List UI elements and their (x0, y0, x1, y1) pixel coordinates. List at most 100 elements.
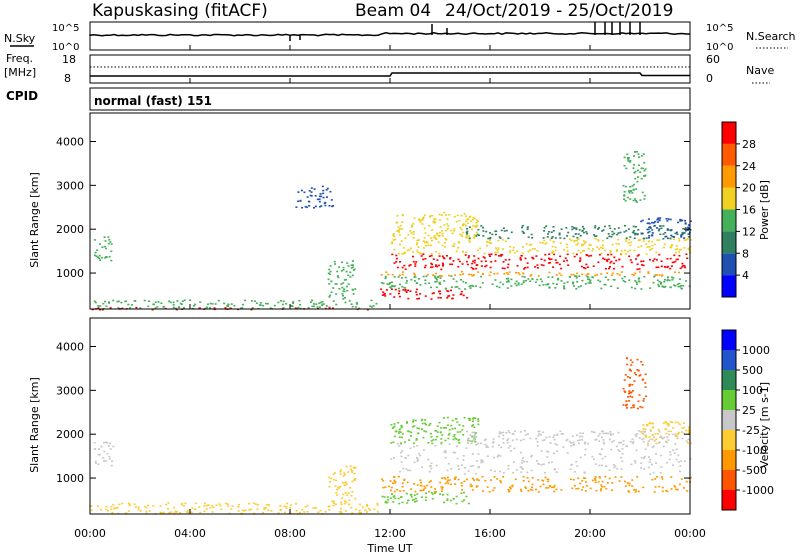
data-cell (319, 193, 322, 195)
data-cell (604, 432, 607, 434)
data-cell (530, 273, 533, 276)
data-cell (507, 237, 510, 240)
velocity-colorbar-segment (722, 450, 736, 470)
data-cell (628, 491, 631, 493)
data-cell (393, 285, 396, 288)
data-cell (424, 487, 427, 489)
data-cell (392, 441, 395, 443)
data-cell (523, 429, 526, 432)
data-cell (552, 486, 555, 489)
y-tick-label: 4000 (56, 136, 84, 149)
data-cell (660, 260, 663, 262)
data-cell (499, 470, 501, 473)
data-cell (424, 282, 427, 285)
data-cell (509, 249, 512, 252)
data-cell (632, 183, 635, 186)
data-cell (643, 161, 646, 164)
data-cell (493, 470, 496, 473)
data-cell (623, 390, 626, 392)
data-cell (616, 287, 619, 289)
data-cell (394, 430, 397, 433)
data-cell (332, 478, 335, 481)
data-cell (598, 476, 601, 479)
data-cell (399, 243, 402, 246)
data-cell (430, 462, 433, 465)
data-cell (571, 228, 574, 231)
data-cell (307, 200, 310, 203)
data-cell (620, 271, 623, 273)
data-cell (341, 286, 344, 289)
data-cell (608, 477, 611, 480)
data-cell (434, 438, 437, 441)
data-cell (432, 236, 435, 239)
data-cell (666, 436, 669, 438)
data-cell (354, 478, 356, 481)
data-cell (615, 259, 618, 262)
data-cell (628, 482, 631, 485)
data-cell (616, 249, 618, 251)
data-cell (637, 176, 640, 178)
data-cell (488, 491, 491, 493)
data-cell (102, 442, 105, 444)
data-cell (617, 449, 620, 451)
data-cell (639, 406, 642, 408)
data-cell (340, 270, 343, 272)
data-cell (666, 279, 669, 282)
data-cell (607, 432, 609, 435)
data-cell (579, 235, 582, 237)
data-cell (648, 436, 651, 438)
data-cell (352, 466, 355, 469)
data-cell (621, 447, 624, 450)
data-cell (322, 196, 325, 199)
data-cell (407, 297, 410, 300)
data-cell (454, 478, 457, 480)
data-cell (318, 306, 321, 308)
data-cell (593, 431, 596, 434)
data-cell (241, 509, 244, 512)
data-cell (459, 227, 462, 229)
data-cell (460, 482, 463, 484)
data-cell (454, 286, 457, 288)
data-cell (540, 463, 543, 466)
data-cell (683, 432, 685, 435)
data-cell (456, 214, 459, 217)
data-cell (328, 273, 331, 275)
data-cell (647, 442, 649, 445)
data-cell (558, 263, 561, 266)
data-cell (570, 273, 573, 276)
nave-right-tick-bottom: 0 (706, 72, 713, 85)
data-cell (581, 229, 584, 232)
data-cell (631, 231, 634, 234)
data-cell (461, 235, 464, 238)
data-cell (206, 306, 208, 309)
data-cell (319, 509, 322, 512)
data-cell (607, 258, 610, 261)
data-cell (680, 478, 683, 480)
data-cell (453, 230, 456, 232)
data-cell (399, 283, 401, 286)
data-cell (465, 233, 468, 235)
data-cell (610, 285, 613, 288)
data-cell (508, 271, 511, 273)
data-cell (297, 191, 300, 193)
data-cell (472, 418, 475, 420)
data-cell (431, 292, 434, 295)
data-cell (530, 233, 533, 236)
data-cell (205, 504, 208, 507)
data-cell (582, 486, 585, 488)
data-cell (564, 257, 567, 259)
data-cell (187, 509, 190, 511)
data-cell (584, 283, 587, 285)
data-cell (679, 218, 682, 221)
data-cell (450, 286, 453, 288)
data-cell (397, 276, 400, 278)
data-cell (486, 241, 488, 243)
data-cell (652, 445, 655, 448)
data-cell (521, 457, 524, 459)
data-cell (393, 276, 396, 278)
data-cell (632, 225, 635, 228)
data-cell (104, 300, 106, 303)
data-cell (652, 281, 655, 284)
data-cell (454, 274, 457, 276)
data-cell (680, 248, 682, 251)
